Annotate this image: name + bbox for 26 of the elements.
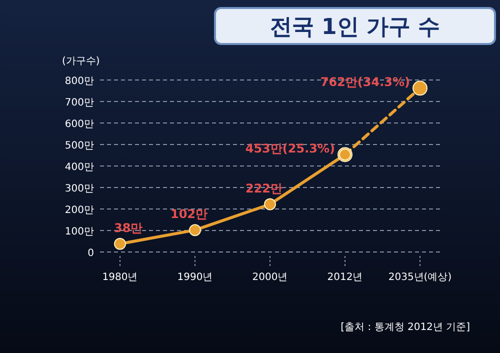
x-tick-label: 2000년 [252,272,288,283]
y-tick-label: 400만 [64,162,94,173]
data-label: 102만 [170,207,208,222]
point [264,198,276,210]
y-tick-label: 300만 [64,184,94,194]
y-tick-label: 200만 [64,205,94,216]
x-tick-label: 2012년 [327,272,363,283]
chart-title: 전국 1인 가구 수 [270,15,440,40]
point [189,224,201,236]
y-tick-label: 0 [88,248,94,259]
point [114,238,126,250]
y-tick-label: 100만 [64,226,94,238]
y-tick-label: 600만 [64,119,94,130]
x-tick-label: 2035년(예상) [388,272,452,283]
point [412,80,428,96]
y-axis-title: (가구수) [62,56,100,67]
x-tick-label: 1990년 [177,272,213,283]
text: [출처 : 통계청 2012년 기준] [340,322,470,333]
data-label: 222만 [245,181,283,196]
y-tick-label: 800만 [64,76,94,87]
data-label: 38만 [114,220,143,235]
data-label: 453만(25.3%) [245,142,335,156]
y-tick-label: 700만 [64,98,94,108]
data-label: 762만(34.3%) [320,75,410,90]
y-tick-label: 500만 [64,140,94,152]
x-tick-label: 1980년 [102,272,138,283]
